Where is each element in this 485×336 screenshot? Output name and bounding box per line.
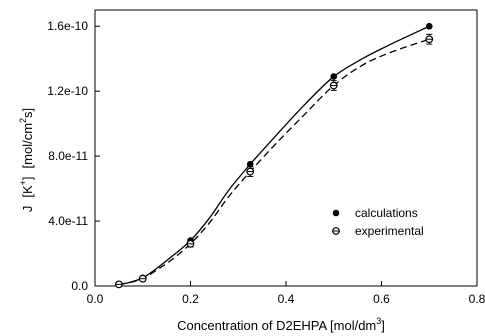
y-axis-ticks: 0.0 4.0e-11 8.0e-11 1.2e-10 1.6e-10: [47, 19, 100, 293]
x-tick-label: 0.8: [469, 292, 485, 306]
x-axis-ticks: 0.0 0.2 0.4 0.6 0.8: [87, 281, 485, 306]
x-tick-label: 0.0: [87, 292, 104, 306]
point-calculations: [246, 160, 254, 168]
y-axis-label: J[K+][mol/cm2s]: [18, 108, 35, 212]
point-calculations: [425, 22, 433, 30]
curve-calculations: [118, 25, 430, 286]
x-tick-label: 0.4: [278, 292, 295, 306]
x-tick-label: 0.2: [182, 292, 199, 306]
plot-frame: [94, 9, 478, 287]
x-tick-label: 0.6: [373, 292, 390, 306]
x-axis-label: Concentration of D2EHPA [mol/dm3]: [177, 316, 385, 333]
legend-marker-calculations: [332, 209, 340, 217]
y-tick-label: 1.6e-10: [47, 19, 88, 33]
legend: calculations experimental: [332, 206, 424, 238]
point-calculations: [330, 73, 338, 80]
y-tick-label: 0.0: [71, 279, 88, 293]
svg-text:J[K+][mol/cm2s]: J[K+][mol/cm2s]: [18, 108, 35, 212]
y-tick-label: 8.0e-11: [48, 149, 88, 163]
legend-label-experimental: experimental: [355, 224, 424, 238]
y-tick-label: 1.2e-10: [47, 84, 88, 98]
axes-frame: [94, 9, 478, 287]
series-curves: [118, 25, 430, 286]
y-tick-label: 4.0e-11: [48, 214, 88, 228]
curve-experimental: [118, 38, 430, 286]
series-markers: [114, 22, 434, 289]
legend-label-calculations: calculations: [355, 206, 418, 220]
